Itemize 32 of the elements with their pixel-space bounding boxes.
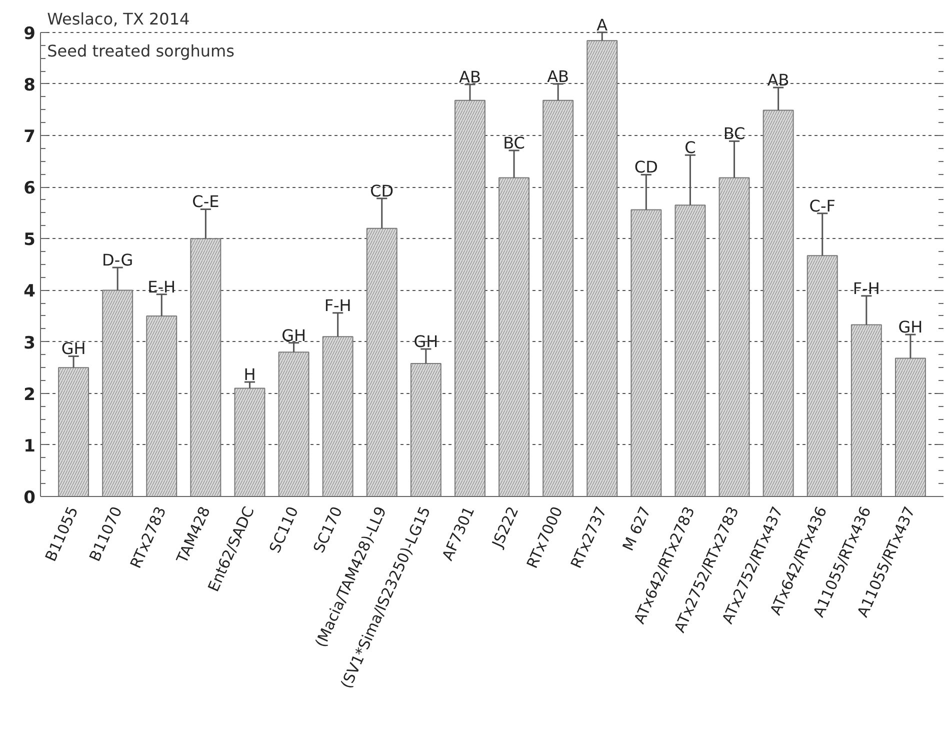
annotation: CD <box>634 158 658 177</box>
y-tick-label: 9 <box>24 24 36 44</box>
text: Seed treated sorghums <box>47 41 234 60</box>
annotation: CD <box>370 181 394 200</box>
annotation: GH <box>898 318 923 337</box>
y-tick-label: 2 <box>24 384 36 405</box>
y-tick-label: 1 <box>24 436 36 456</box>
annotation: A <box>596 15 608 34</box>
annotation: GH <box>282 326 306 345</box>
annotation: H <box>244 365 256 384</box>
annotation: C-F <box>809 196 836 216</box>
annotation: BC <box>503 133 525 152</box>
annotation: BC <box>723 124 746 144</box>
annotation: F-H <box>852 278 880 298</box>
annotation: AB <box>767 70 790 90</box>
annotation: C-E <box>192 192 220 212</box>
y-tick-label: 6 <box>24 178 36 199</box>
annotation: AB <box>459 67 481 86</box>
y-tick-label: 7 <box>24 126 36 147</box>
annotation: F-H <box>324 296 352 315</box>
y-tick-label: 0 <box>24 488 36 508</box>
chart-title: Weslaco, TX 2014 <box>47 9 190 28</box>
annotation: GH <box>414 332 438 352</box>
y-tick-label: 3 <box>24 333 36 354</box>
annotation: GH <box>61 339 86 358</box>
y-tick-label: 8 <box>24 75 36 96</box>
annotation: AB <box>547 66 570 86</box>
annotation: D-G <box>102 250 134 270</box>
annotation: C <box>684 138 696 158</box>
y-tick-label: 4 <box>24 282 36 302</box>
y-tick-label: 5 <box>24 230 36 250</box>
annotation: E-H <box>148 277 176 296</box>
